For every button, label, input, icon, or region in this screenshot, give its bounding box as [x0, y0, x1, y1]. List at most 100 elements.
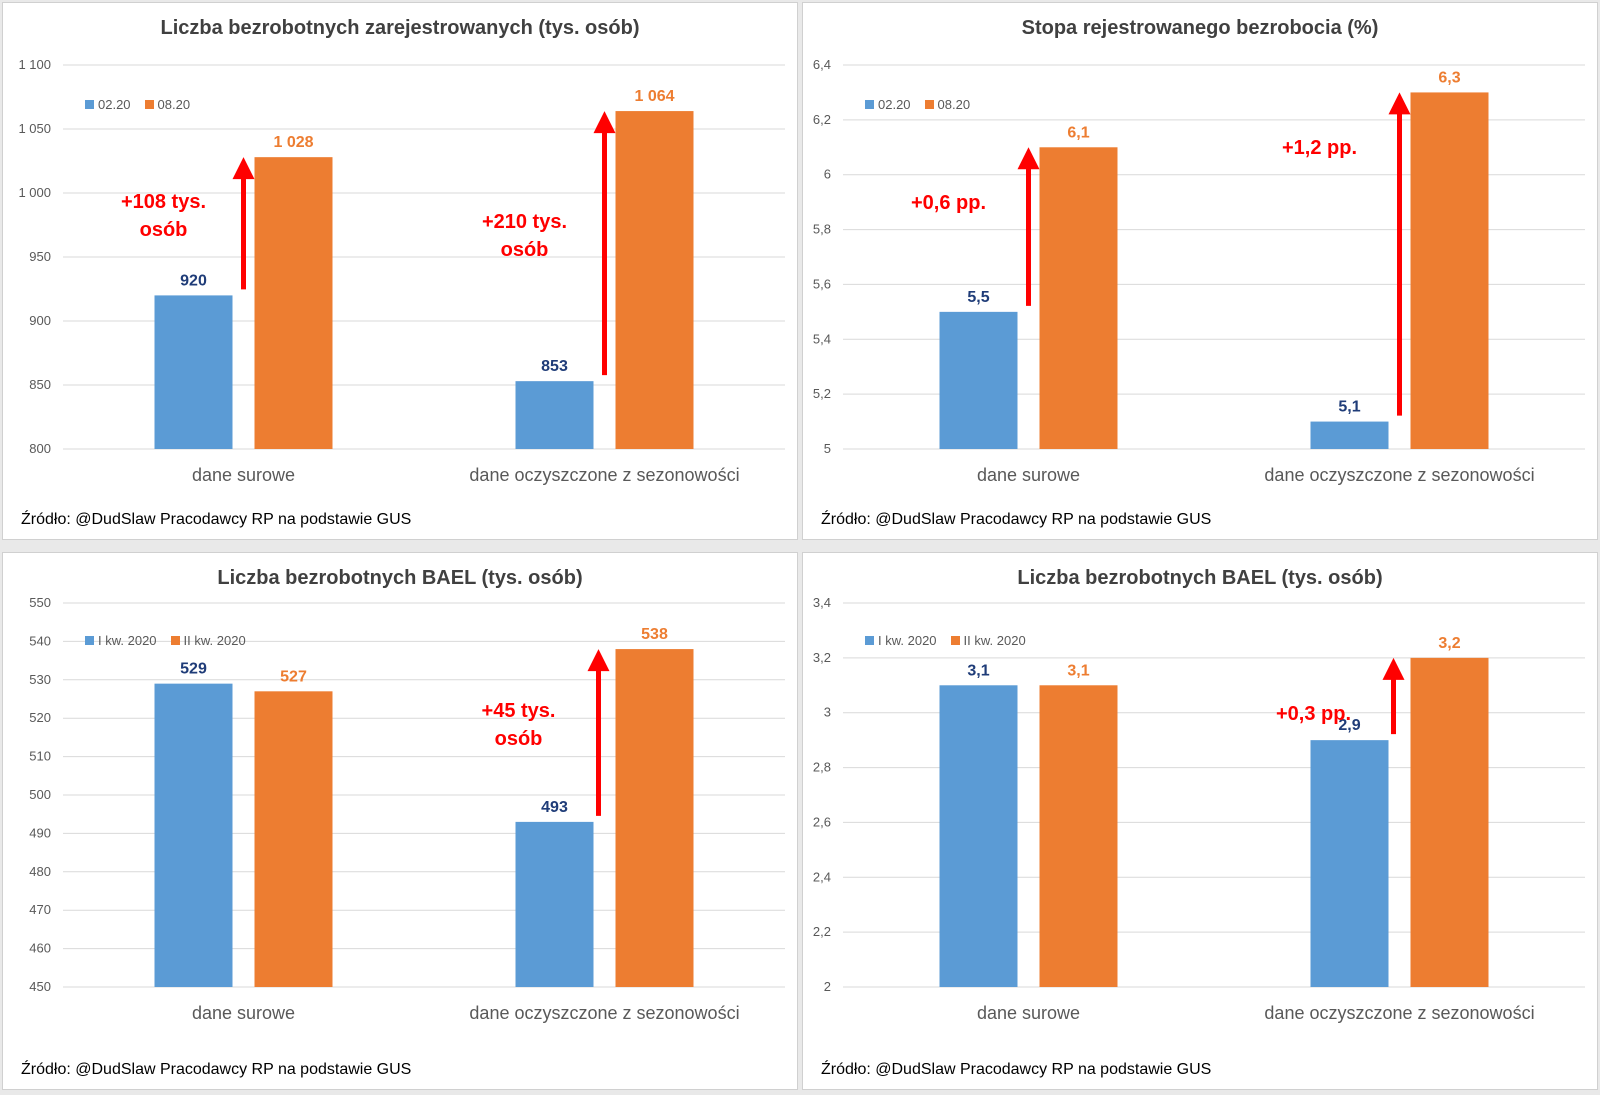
legend-swatch [85, 100, 94, 109]
bar-series-1 [154, 295, 233, 449]
legend-item-series-2: II kw. 2020 [170, 633, 246, 648]
y-tick-label: 2,2 [813, 924, 831, 939]
y-tick-label: 2,4 [813, 869, 831, 884]
source-note: Źródło: @DudSlaw Pracodawcy RP na podsta… [821, 1061, 1212, 1078]
bar-series-1 [1310, 740, 1389, 987]
data-label: 6,1 [1067, 124, 1089, 141]
change-annotation-raw: +108 tys. osób [120, 191, 207, 241]
legend-item-series-2: 08.20 [924, 97, 970, 112]
source-note: Źródło: @DudSlaw Pracodawcy RP na podsta… [21, 511, 412, 528]
y-tick-label: 5,8 [813, 222, 831, 237]
y-tick-label: 520 [29, 710, 51, 725]
chart-legend: I kw. 2020 II kw. 2020 [85, 633, 260, 648]
data-label: 853 [541, 358, 568, 375]
source-note: Źródło: @DudSlaw Pracodawcy RP na podsta… [21, 1061, 412, 1078]
y-tick-label: 490 [29, 825, 51, 840]
legend-label: II kw. 2020 [963, 633, 1026, 648]
legend-label: I kw. 2020 [878, 633, 937, 648]
y-tick-label: 2 [824, 979, 831, 994]
legend-swatch [865, 100, 874, 109]
y-tick-label: 5,6 [813, 276, 831, 291]
chart-panel-registered-unemployed: 800 850 900 950 1 000 1 050 1 100 920 1 028 dane … [2, 2, 798, 540]
legend-item-series-1: I kw. 2020 [85, 633, 157, 648]
chart-legend: 02.20 08.20 [865, 97, 984, 112]
bar-series-2 [1039, 147, 1118, 450]
chart-panel-bael-unemployed-rate: 2 2,2 2,4 2,6 2,8 3 3,2 3,4 3,1 3,1 dane surowe 2,9… [802, 552, 1598, 1090]
y-tick-label: 5,2 [813, 386, 831, 401]
data-label: 920 [180, 272, 207, 289]
bar-series-2 [615, 649, 694, 987]
legend-swatch [85, 636, 94, 645]
change-annotation-seasonal: +0,3 pp. [1275, 703, 1352, 725]
data-label: 5,1 [1338, 399, 1360, 416]
y-tick-label: 6 [824, 167, 831, 182]
bar-series-1 [515, 821, 594, 987]
category-label: dane surowe [192, 1003, 295, 1023]
data-label: 1 064 [634, 88, 674, 105]
data-label: 1 028 [273, 134, 313, 151]
y-tick-label: 900 [29, 313, 51, 328]
data-label: 3,1 [1067, 662, 1089, 679]
bar-series-2 [254, 691, 333, 987]
bar-series-2 [1410, 92, 1489, 449]
data-label: 3,1 [967, 662, 989, 679]
legend-swatch [865, 636, 874, 645]
bar-series-1 [1310, 421, 1389, 449]
legend-item-series-1: 02.20 [865, 97, 911, 112]
increase-arrow-head [1382, 657, 1405, 680]
legend-swatch [924, 100, 934, 109]
y-tick-label: 480 [29, 864, 51, 879]
y-tick-label: 800 [29, 441, 51, 456]
y-tick-label: 5 [824, 441, 831, 456]
y-tick-label: 6,2 [813, 112, 831, 127]
chart-legend: 02.20 08.20 [85, 97, 204, 112]
chart-title: Stopa rejestrowanego bezrobocia (%) [1021, 17, 1379, 39]
y-tick-label: 510 [29, 749, 51, 764]
chart-panel-bael-unemployed-count: 450 460 470 480 490 500 510 520 530 540 550 529 527 d… [2, 552, 798, 1090]
category-label: dane surowe [977, 1003, 1080, 1023]
y-tick-label: 6,4 [813, 57, 831, 72]
bar-series-1 [154, 683, 233, 987]
legend-label: 02.20 [878, 97, 911, 112]
y-tick-label: 470 [29, 902, 51, 917]
increase-arrow-head [1017, 147, 1040, 170]
data-label: 3,2 [1438, 635, 1460, 652]
change-annotation-seasonal: +1,2 pp. [1281, 137, 1358, 159]
category-label: dane surowe [192, 465, 295, 485]
bar-series-2 [254, 157, 333, 449]
category-label: dane oczyszczone z sezonowości [469, 1003, 739, 1023]
category-label: dane oczyszczone z sezonowości [1264, 465, 1534, 485]
category-label: dane surowe [977, 465, 1080, 485]
y-tick-label: 5,4 [813, 331, 831, 346]
increase-arrow-head [1388, 92, 1411, 115]
y-tick-label: 850 [29, 377, 51, 392]
increase-arrow-head [587, 649, 610, 672]
y-tick-label: 1 100 [18, 57, 51, 72]
chart-title: Liczba bezrobotnych zarejestrowanych (ty… [160, 17, 640, 39]
data-label: 529 [180, 661, 207, 678]
bar-series-2 [615, 111, 694, 449]
y-tick-label: 3,4 [813, 595, 831, 610]
bar-series-2 [1039, 685, 1118, 987]
y-tick-label: 1 050 [18, 121, 51, 136]
y-tick-label: 3,2 [813, 650, 831, 665]
data-label: 527 [280, 668, 307, 685]
legend-label: 02.20 [98, 97, 131, 112]
y-tick-label: 500 [29, 787, 51, 802]
bar-series-1 [515, 381, 594, 449]
chart-plot: 800 850 900 950 1 000 1 050 1 100 920 1 028 dane … [18, 57, 785, 485]
legend-label: I kw. 2020 [98, 633, 157, 648]
change-annotation-seasonal: +210 tys. osób [481, 211, 568, 261]
data-label: 493 [541, 799, 568, 816]
y-tick-label: 450 [29, 979, 51, 994]
y-tick-label: 550 [29, 595, 51, 610]
y-tick-label: 540 [29, 633, 51, 648]
bar-series-2 [1410, 657, 1489, 987]
legend-item-series-2: 08.20 [144, 97, 190, 112]
chart-title: Liczba bezrobotnych BAEL (tys. osób) [217, 567, 583, 589]
increase-arrow-head [232, 157, 255, 180]
change-annotation-seasonal: +45 tys. osób [481, 700, 556, 750]
y-tick-label: 3 [824, 705, 831, 720]
data-label: 6,3 [1438, 69, 1460, 86]
category-label: dane oczyszczone z sezonowości [1264, 1003, 1534, 1023]
